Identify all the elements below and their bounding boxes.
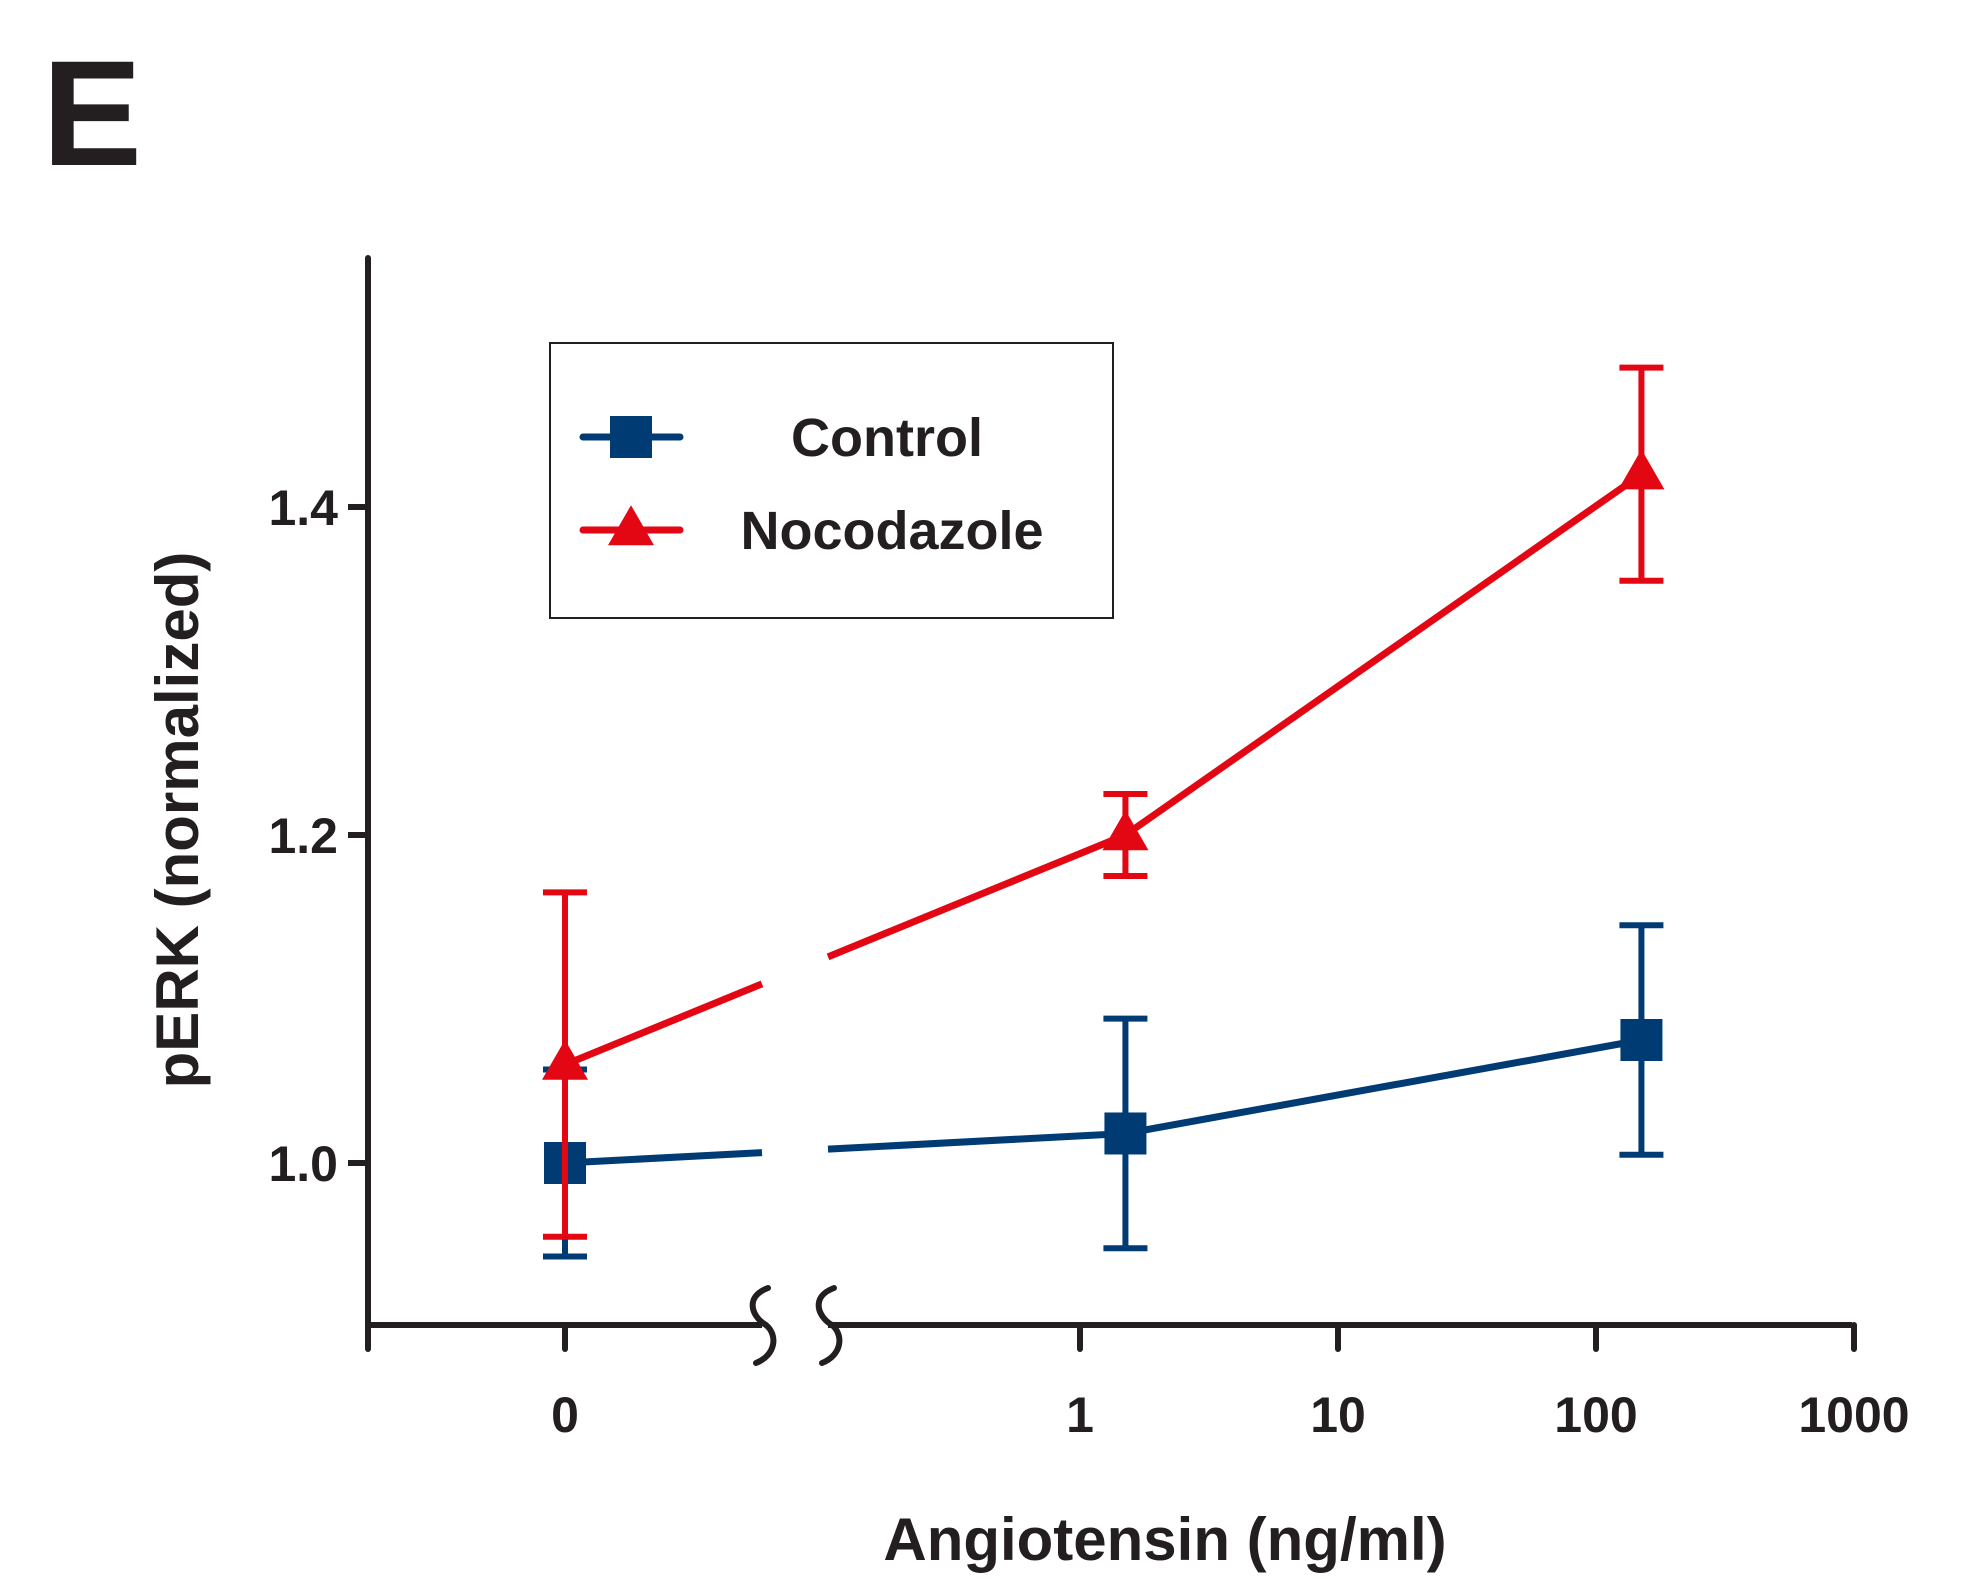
- axis-break-mark: [749, 1285, 777, 1366]
- legend-item-nocodazole: Nocodazole: [579, 501, 1044, 561]
- x-axis-title: Angiotensin (ng/ml): [883, 1506, 1446, 1573]
- y-axis-title: pERK (normalized): [144, 552, 211, 1089]
- y-tick-label: 1.0: [268, 1136, 338, 1192]
- legend-label: Nocodazole: [740, 501, 1043, 561]
- panel-label: E: [42, 29, 142, 197]
- series-line-segment: [1123, 471, 1644, 838]
- series-layer: [542, 364, 1665, 1260]
- y-tick-label: 1.2: [268, 808, 338, 864]
- series-control: [543, 922, 1664, 1260]
- x-tick-label: 100: [1554, 1387, 1637, 1443]
- x-tick-labels: 0 1 10 100 1000: [551, 1387, 1910, 1443]
- legend: Control Nocodazole: [549, 342, 1114, 619]
- y-tick-labels: 1.0 1.2 1.4: [268, 480, 338, 1192]
- x-tick-label: 1: [1066, 1387, 1094, 1443]
- data-point: [1102, 810, 1149, 851]
- data-point: [1104, 1112, 1147, 1155]
- x-tick-label: 0: [551, 1387, 579, 1443]
- data-point: [1620, 1019, 1663, 1061]
- legend-marker: [610, 416, 652, 458]
- series-line-segment: [564, 1149, 763, 1167]
- data-point: [1618, 449, 1665, 490]
- x-tick-label: 10: [1310, 1387, 1366, 1443]
- legend-box: [549, 342, 1114, 619]
- axis-break-mark: [815, 1285, 843, 1366]
- series-line-segment: [826, 831, 1127, 961]
- legend-marker: [608, 505, 654, 546]
- series-line-segment: [563, 980, 764, 1068]
- y-tick-label: 1.4: [268, 480, 338, 536]
- data-point: [542, 1039, 588, 1080]
- axes: [348, 255, 1857, 1366]
- x-tick-label: 1000: [1798, 1387, 1909, 1443]
- legend-label: Control: [791, 408, 983, 468]
- series-line-segment: [827, 1129, 1126, 1153]
- series-nocodazole: [542, 364, 1665, 1240]
- series-line-segment: [1124, 1036, 1643, 1137]
- legend-item-control: Control: [579, 408, 983, 468]
